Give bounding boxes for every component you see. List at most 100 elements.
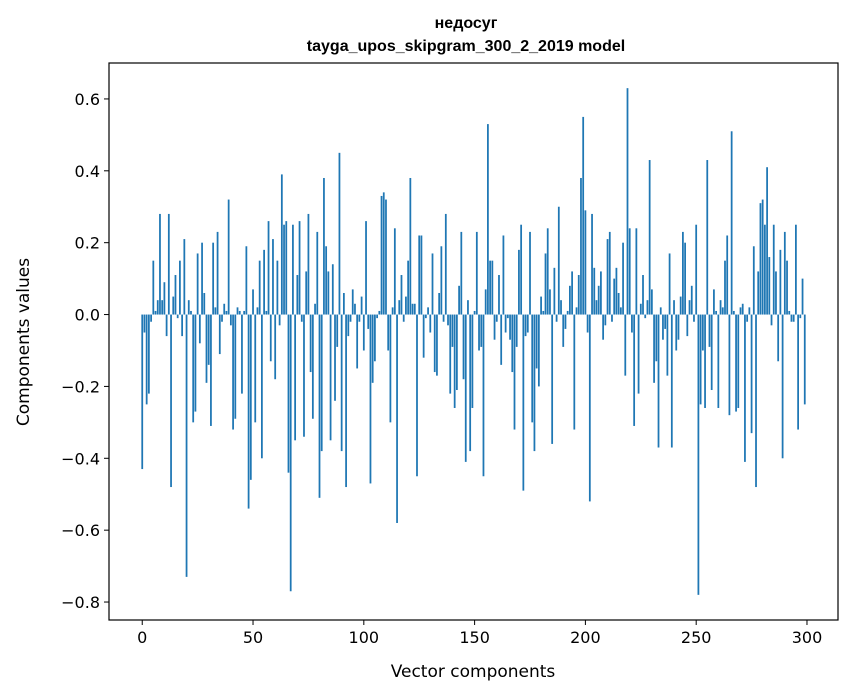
bar xyxy=(409,177,412,315)
bar xyxy=(298,221,301,315)
bar xyxy=(349,314,352,322)
bar xyxy=(655,314,658,362)
bar xyxy=(278,314,281,326)
bar xyxy=(292,224,294,315)
bar xyxy=(289,314,292,592)
bar xyxy=(469,314,472,452)
bar xyxy=(604,314,607,326)
bar xyxy=(586,314,589,333)
bar xyxy=(473,310,476,315)
bar xyxy=(628,228,631,315)
bar xyxy=(706,160,709,315)
bar xyxy=(724,260,726,315)
bar xyxy=(163,282,166,315)
bar xyxy=(615,267,618,315)
bar xyxy=(453,314,456,408)
bar xyxy=(673,300,675,315)
bar xyxy=(327,271,330,315)
bar xyxy=(198,314,201,344)
x-axis-ticks: 0 50 100 150 200 250 300 xyxy=(137,620,822,647)
bar xyxy=(170,314,172,488)
bar xyxy=(531,314,534,423)
bar xyxy=(190,310,192,315)
bar xyxy=(475,231,478,315)
bar xyxy=(323,177,325,315)
bar xyxy=(493,314,496,340)
bar xyxy=(433,314,436,373)
bar xyxy=(544,253,547,315)
bar xyxy=(560,300,562,315)
bar xyxy=(369,314,372,484)
bar xyxy=(752,246,755,315)
bar xyxy=(668,253,671,315)
bar xyxy=(143,314,146,333)
bar xyxy=(405,296,407,315)
bar xyxy=(697,314,700,595)
bar xyxy=(721,307,724,315)
bar xyxy=(675,314,678,351)
bar xyxy=(506,314,509,319)
bar xyxy=(256,307,259,315)
bar xyxy=(602,314,605,340)
bar xyxy=(679,296,682,315)
bar xyxy=(214,307,217,315)
bar xyxy=(480,314,483,347)
chart-subtitle: tayga_upos_skipgram_300_2_2019 model xyxy=(307,38,625,55)
bar xyxy=(429,314,432,333)
bar xyxy=(382,192,385,315)
bar xyxy=(449,314,452,394)
x-tick-label: 250 xyxy=(681,628,712,647)
bar xyxy=(345,314,347,488)
bar xyxy=(374,314,376,362)
bar xyxy=(194,314,197,412)
bar xyxy=(283,224,285,315)
x-tick-label: 100 xyxy=(349,628,380,647)
bar xyxy=(775,271,777,315)
bar xyxy=(269,314,272,362)
bar xyxy=(650,289,653,315)
bar xyxy=(795,224,797,315)
bar xyxy=(311,314,314,419)
bar xyxy=(380,195,383,315)
bar xyxy=(546,228,549,315)
x-tick-label: 150 xyxy=(459,628,490,647)
bar xyxy=(471,314,474,408)
bar xyxy=(491,260,494,315)
bar xyxy=(695,224,698,315)
bar xyxy=(792,314,795,322)
bar xyxy=(354,303,356,315)
bar xyxy=(783,231,786,315)
bar xyxy=(207,314,210,365)
bar xyxy=(400,275,403,315)
bar xyxy=(371,314,374,383)
bar xyxy=(642,275,644,315)
bar xyxy=(659,307,662,315)
bar xyxy=(336,314,339,347)
bar xyxy=(555,314,558,322)
bar xyxy=(542,310,545,315)
bar xyxy=(438,292,441,315)
bar xyxy=(622,242,624,315)
bar xyxy=(201,242,203,315)
bar xyxy=(203,292,206,315)
bar xyxy=(484,289,487,315)
bar xyxy=(633,314,636,426)
bar xyxy=(192,314,195,423)
bar xyxy=(210,314,212,426)
bar xyxy=(456,314,458,391)
bar xyxy=(334,314,336,401)
bar xyxy=(176,314,179,319)
bar xyxy=(407,260,410,315)
y-tick-label: −0.2 xyxy=(61,377,100,396)
bar xyxy=(362,314,365,351)
bar xyxy=(427,307,429,315)
bars-group xyxy=(141,88,806,595)
bar xyxy=(799,314,802,319)
bar xyxy=(549,289,551,315)
bar xyxy=(588,314,591,502)
bar xyxy=(360,296,363,315)
bar xyxy=(502,235,505,315)
y-tick-label: −0.8 xyxy=(61,593,100,612)
y-tick-label: 0.2 xyxy=(75,234,100,253)
bar xyxy=(575,307,578,315)
